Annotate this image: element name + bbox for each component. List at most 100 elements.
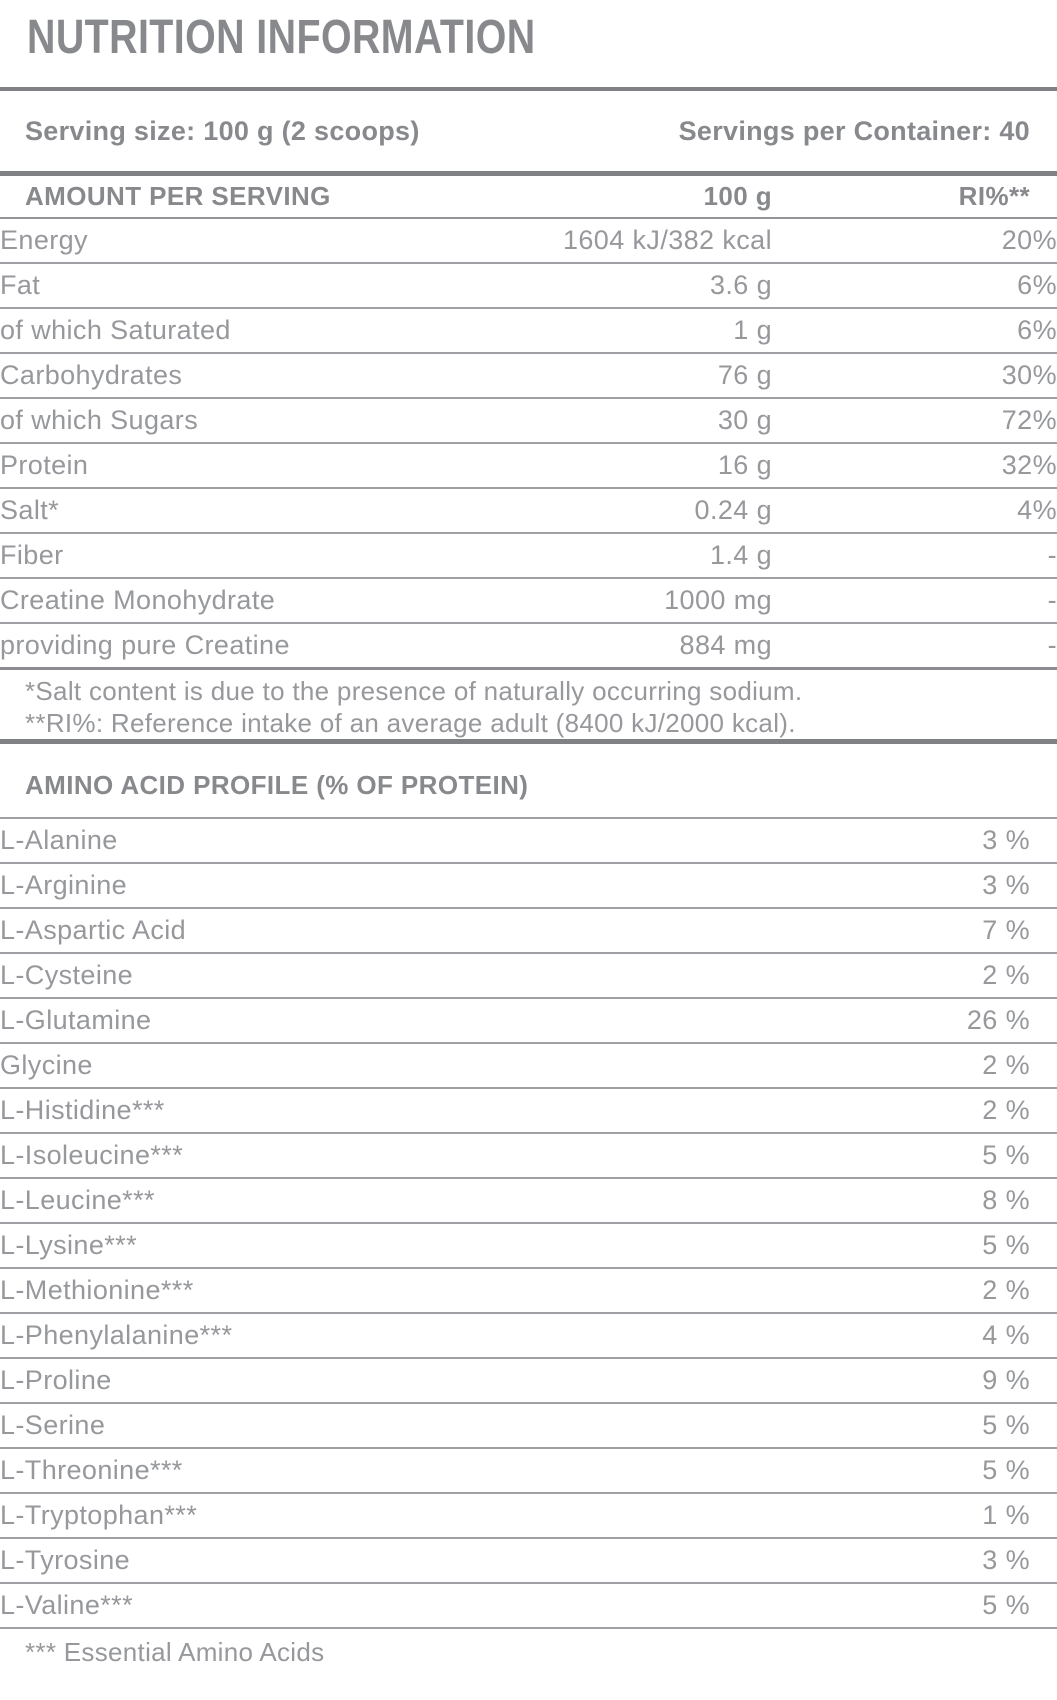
amino-row-value: 5 % <box>700 1133 1057 1179</box>
row-label: Protein <box>0 443 500 489</box>
amino-row-value: 5 % <box>700 1403 1057 1449</box>
row-amount: 0.24 g <box>500 488 772 534</box>
row-label: Fat <box>0 263 500 309</box>
table-row: Fiber 1.4 g - <box>0 533 1057 579</box>
row-label: Energy <box>0 218 500 264</box>
amino-row-label: L-Glutamine <box>0 998 700 1044</box>
section-divider <box>0 739 1057 744</box>
row-label: providing pure Creatine <box>0 623 500 670</box>
row-label: Carbohydrates <box>0 353 500 399</box>
row-amount: 884 mg <box>500 623 772 670</box>
list-item: L-Valine*** 5 % <box>0 1583 1057 1629</box>
list-item: L-Methionine*** 2 % <box>0 1268 1057 1314</box>
amino-acid-table: L-Alanine 3 % L-Arginine 3 % L-Aspartic … <box>0 817 1057 1629</box>
amino-row-value: 7 % <box>700 908 1057 954</box>
column-header-amount-per-serving: AMOUNT PER SERVING <box>0 176 500 219</box>
section-divider <box>0 87 1057 91</box>
amino-row-label: L-Serine <box>0 1403 700 1449</box>
list-item: L-Threonine*** 5 % <box>0 1448 1057 1494</box>
amino-row-label: L-Arginine <box>0 863 700 909</box>
list-item: L-Histidine*** 2 % <box>0 1088 1057 1134</box>
row-amount: 3.6 g <box>500 263 772 309</box>
amino-row-label: L-Histidine*** <box>0 1088 700 1134</box>
row-ri: - <box>772 578 1057 624</box>
list-item: L-Cysteine 2 % <box>0 953 1057 999</box>
amino-row-value: 8 % <box>700 1178 1057 1224</box>
row-amount: 1000 mg <box>500 578 772 624</box>
amino-row-label: L-Aspartic Acid <box>0 908 700 954</box>
row-ri: - <box>772 623 1057 670</box>
section-divider <box>0 171 1057 176</box>
table-row: Energy 1604 kJ/382 kcal 20% <box>0 218 1057 264</box>
footnote-ri: **RI%: Reference intake of an average ad… <box>25 708 796 738</box>
list-item: L-Tryptophan*** 1 % <box>0 1493 1057 1539</box>
essential-amino-footnote: *** Essential Amino Acids <box>25 1637 325 1667</box>
list-item: L-Tyrosine 3 % <box>0 1538 1057 1584</box>
list-item: L-Proline 9 % <box>0 1358 1057 1404</box>
row-ri: 6% <box>772 308 1057 354</box>
column-header-ri: RI%** <box>772 176 1057 219</box>
table-row: of which Sugars 30 g 72% <box>0 398 1057 444</box>
list-item: L-Lysine*** 5 % <box>0 1223 1057 1269</box>
amino-row-value: 4 % <box>700 1313 1057 1359</box>
amino-row-label: L-Valine*** <box>0 1583 700 1629</box>
amino-row-value: 9 % <box>700 1358 1057 1404</box>
amino-row-value: 3 % <box>700 818 1057 864</box>
table-row: of which Saturated 1 g 6% <box>0 308 1057 354</box>
serving-info-row: Serving size: 100 g (2 scoops) Servings … <box>0 91 1057 171</box>
table-row: Fat 3.6 g 6% <box>0 263 1057 309</box>
amino-row-label: L-Leucine*** <box>0 1178 700 1224</box>
row-label: Salt* <box>0 488 500 534</box>
amino-row-value: 2 % <box>700 1268 1057 1314</box>
nutrition-header-row: AMOUNT PER SERVING 100 g RI%** <box>0 176 1057 219</box>
table-row: Creatine Monohydrate 1000 mg - <box>0 578 1057 624</box>
row-ri: - <box>772 533 1057 579</box>
column-header-per-100g: 100 g <box>500 176 772 219</box>
amino-row-label: L-Proline <box>0 1358 700 1404</box>
row-amount: 1.4 g <box>500 533 772 579</box>
table-row: Protein 16 g 32% <box>0 443 1057 489</box>
row-ri: 30% <box>772 353 1057 399</box>
list-item: L-Phenylalanine*** 4 % <box>0 1313 1057 1359</box>
amino-row-label: L-Cysteine <box>0 953 700 999</box>
amino-section-title: AMINO ACID PROFILE (% OF PROTEIN) <box>25 770 529 800</box>
serving-size-label: Serving size: 100 g (2 scoops) <box>25 115 420 146</box>
table-row: Carbohydrates 76 g 30% <box>0 353 1057 399</box>
row-amount: 1 g <box>500 308 772 354</box>
row-ri: 72% <box>772 398 1057 444</box>
list-item: L-Arginine 3 % <box>0 863 1057 909</box>
amino-row-label: L-Alanine <box>0 818 700 864</box>
amino-row-label: Glycine <box>0 1043 700 1089</box>
row-label: of which Sugars <box>0 398 500 444</box>
amino-row-value: 5 % <box>700 1583 1057 1629</box>
list-item: L-Aspartic Acid 7 % <box>0 908 1057 954</box>
amino-row-value: 5 % <box>700 1448 1057 1494</box>
list-item: L-Leucine*** 8 % <box>0 1178 1057 1224</box>
amino-row-value: 2 % <box>700 1043 1057 1089</box>
row-amount: 30 g <box>500 398 772 444</box>
amino-row-label: L-Isoleucine*** <box>0 1133 700 1179</box>
page-title: NUTRITION INFORMATION <box>27 11 536 64</box>
amino-row-label: L-Tyrosine <box>0 1538 700 1584</box>
amino-row-value: 3 % <box>700 863 1057 909</box>
nutrition-label: NUTRITION INFORMATION Serving size: 100 … <box>0 11 1057 1668</box>
list-item: Glycine 2 % <box>0 1043 1057 1089</box>
list-item: L-Serine 5 % <box>0 1403 1057 1449</box>
row-amount: 76 g <box>500 353 772 399</box>
footnote-salt: *Salt content is due to the presence of … <box>25 676 803 706</box>
amino-row-label: L-Tryptophan*** <box>0 1493 700 1539</box>
list-item: L-Glutamine 26 % <box>0 998 1057 1044</box>
table-row: providing pure Creatine 884 mg - <box>0 623 1057 670</box>
amino-row-label: L-Methionine*** <box>0 1268 700 1314</box>
list-item: L-Isoleucine*** 5 % <box>0 1133 1057 1179</box>
amino-row-value: 26 % <box>700 998 1057 1044</box>
row-amount: 16 g <box>500 443 772 489</box>
amino-row-label: L-Lysine*** <box>0 1223 700 1269</box>
row-amount: 1604 kJ/382 kcal <box>500 218 772 264</box>
row-label: Creatine Monohydrate <box>0 578 500 624</box>
amino-row-value: 5 % <box>700 1223 1057 1269</box>
amino-row-label: L-Phenylalanine*** <box>0 1313 700 1359</box>
amino-row-value: 3 % <box>700 1538 1057 1584</box>
servings-per-container-label: Servings per Container: 40 <box>678 115 1030 146</box>
nutrition-table: AMOUNT PER SERVING 100 g RI%** Energy 16… <box>0 176 1057 670</box>
